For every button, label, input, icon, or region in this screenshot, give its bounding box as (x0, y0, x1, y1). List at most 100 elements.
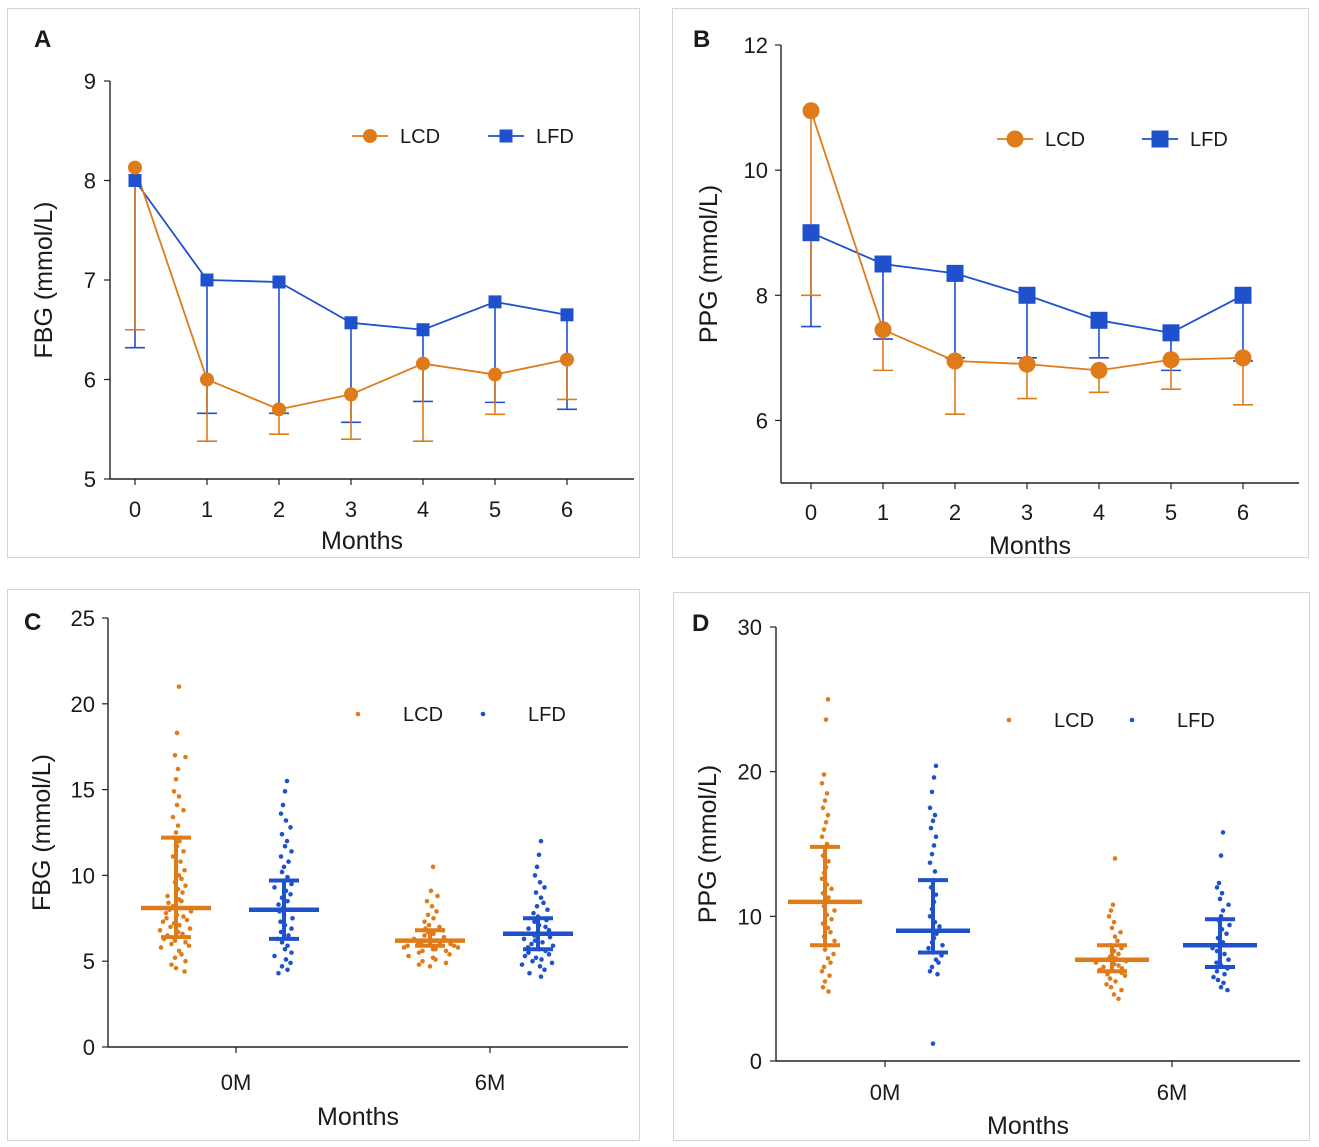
lcd-dot (1112, 856, 1118, 861)
legend-lfd-label: LFD (1190, 129, 1228, 151)
lcd-dot (187, 926, 193, 931)
lfd-dot (1214, 969, 1220, 974)
lfd-dot (547, 934, 553, 940)
lcd-point (416, 356, 430, 371)
lcd-dot (823, 717, 829, 722)
chart-c: C 0 5 10 15 20 25 0M 6M Months FBG (mmol/L) LCD LFD (24, 606, 628, 1131)
lcd-dot (160, 919, 166, 925)
lfd-dot (279, 964, 285, 969)
lfd-dot (280, 802, 286, 808)
lfd-dot (521, 936, 527, 942)
lfd-dot (272, 885, 277, 890)
lcd-point (200, 372, 214, 387)
x-axis-title: Months (321, 527, 403, 555)
lcd-dot (416, 950, 422, 955)
lfd-dot (542, 967, 547, 973)
lfd-dot (1224, 931, 1229, 936)
lfd-dot (541, 900, 546, 906)
x-tick-label: 3 (345, 497, 357, 522)
legend-lfd-marker (1151, 130, 1169, 148)
lfd-dot (1220, 908, 1226, 913)
lcd-dot (430, 864, 436, 870)
x-axis-title: Months (317, 1103, 399, 1131)
lfd-dot (1222, 971, 1227, 977)
x-axis-title: Months (987, 1112, 1069, 1140)
lcd-dot (166, 900, 171, 906)
y-tick-label: 5 (83, 949, 95, 974)
lcd-dot (179, 876, 184, 882)
lfd-dot (931, 775, 937, 780)
lcd-dot (443, 948, 449, 954)
lcd-dot (168, 924, 173, 930)
legend-lfd-marker (1129, 717, 1135, 723)
lfd-dot (282, 789, 288, 794)
lfd-dot (930, 818, 936, 824)
y-tick-label: 10 (71, 863, 95, 888)
lcd-dot (169, 941, 174, 947)
lcd-dot (176, 684, 182, 689)
lfd-dot (288, 891, 293, 897)
x-tick-label: 0 (805, 500, 817, 525)
lfd-dot (286, 859, 291, 864)
lfd-point (560, 308, 574, 322)
panel-label-b: B (693, 26, 710, 53)
lcd-dot (443, 960, 449, 966)
lcd-dot (1111, 992, 1117, 997)
lcd-dot (434, 909, 439, 914)
y-tick-label: 7 (84, 268, 96, 293)
x-tick-label: 4 (1093, 500, 1105, 525)
lcd-dot (431, 931, 436, 937)
y-tick-label: 8 (756, 283, 768, 308)
panel-label-c: C (24, 609, 41, 636)
lcd-dot (173, 965, 179, 971)
x-axis-title: Months (989, 532, 1071, 559)
lfd-dot (1215, 977, 1221, 983)
lcd-point (488, 367, 502, 382)
lfd-dot (940, 942, 945, 948)
lcd-point (1090, 361, 1108, 379)
lfd-dot (1222, 951, 1227, 957)
lfd-dot (276, 970, 281, 976)
lcd-dot (447, 952, 452, 957)
lfd-dot (933, 834, 939, 840)
lcd-dot (825, 955, 831, 961)
lfd-dot (1211, 974, 1216, 980)
lcd-dot (177, 922, 182, 928)
lcd-dot (429, 903, 435, 909)
panel-d: D 0 10 20 30 0M 6M Months PPG (mmol/L) LCD LFD (673, 592, 1310, 1141)
lcd-dot (1119, 987, 1124, 993)
lcd-dot (825, 697, 831, 702)
lcd-dot (179, 898, 184, 904)
lfd-dot (550, 943, 556, 949)
x-tick-label: 6 (1237, 500, 1249, 525)
lfd-dot (1226, 957, 1231, 963)
lcd-dot (179, 952, 184, 957)
lfd-dot (526, 950, 531, 955)
lfd-dot (931, 843, 937, 848)
lfd-dot (935, 971, 940, 977)
y-tick-label: 20 (71, 692, 95, 717)
lcd-dot (827, 973, 832, 978)
lcd-dot (448, 941, 453, 947)
lfd-point (1162, 324, 1180, 342)
lcd-dot (186, 943, 192, 949)
lfd-dot (1216, 880, 1222, 886)
y-axis-title: FBG (mmol/L) (30, 202, 58, 359)
lcd-dot (175, 766, 181, 772)
x-tick-label: 5 (1165, 500, 1177, 525)
lfd-dot (534, 864, 540, 870)
lfd-dot (933, 763, 939, 769)
lfd-dot (539, 957, 544, 962)
lcd-dot (820, 805, 826, 811)
lfd-point (1090, 311, 1108, 329)
legend-lfd-label: LFD (528, 704, 566, 726)
lfd-dot (289, 926, 294, 931)
lcd-dot (183, 940, 188, 945)
x-tick-label: 1 (201, 497, 213, 522)
lfd-dot (289, 849, 294, 854)
lfd-dot (1227, 922, 1232, 928)
lcd-dot (416, 962, 422, 967)
y-tick-label: 6 (84, 368, 96, 393)
lcd-point (560, 352, 574, 367)
lcd-dot (821, 772, 827, 777)
